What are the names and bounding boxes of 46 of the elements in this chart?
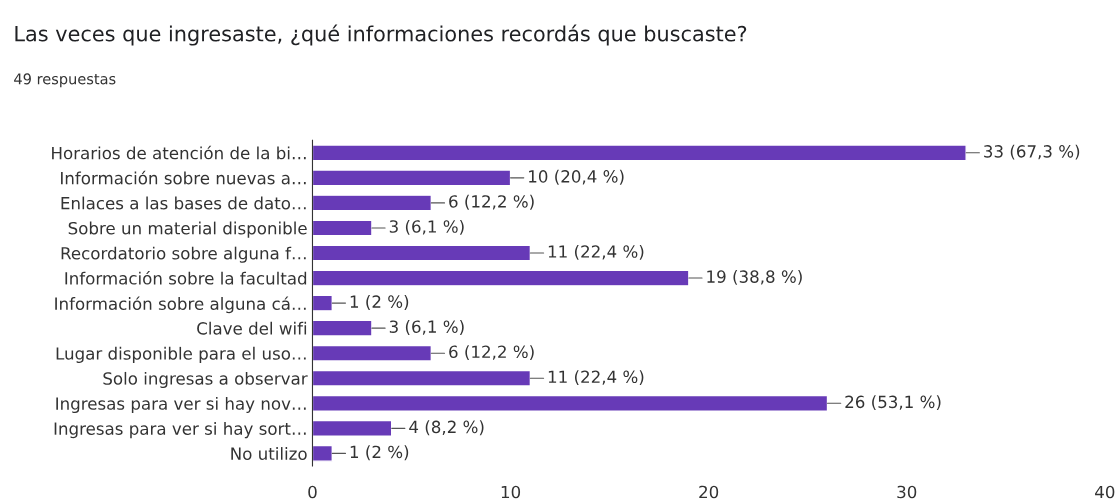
y-tick-label: No utilizo: [231, 447, 307, 460]
x-tick-label: 30: [897, 485, 917, 499]
data-label: 26 (53,1 %): [845, 395, 941, 411]
y-tick-label: Clave del wifi: [197, 321, 307, 335]
y-tick-label: Información sobre alguna cá…: [55, 296, 306, 314]
y-tick-label: Información sobre nuevas a…: [61, 170, 306, 185]
bar: [312, 194, 433, 212]
data-label: 6 (12,2 %): [449, 345, 534, 360]
bar: [312, 244, 532, 262]
bar: [312, 419, 393, 437]
y-tick-label: Ingresas para ver si hay sort…: [54, 422, 306, 439]
y-tick-label: Información sobre la facultad: [65, 271, 307, 285]
data-label: 10 (20,4 %): [529, 169, 624, 185]
bar: [312, 219, 373, 237]
bar: [312, 369, 532, 387]
bar: [312, 319, 373, 337]
data-label: 6 (12,2 %): [449, 194, 534, 210]
y-tick-label: Lugar disponible para el uso…: [56, 346, 306, 363]
data-label: 33 (67,3 %): [984, 144, 1080, 160]
y-tick-label: Ingresas para ver si hay nov…: [56, 396, 306, 414]
data-label: 3 (6,1 %): [389, 320, 464, 335]
chart-title: Las veces que ingresaste, ¿qué informaciones recordás que buscaste?: [15, 24, 747, 46]
bar: [312, 144, 967, 162]
bar: [312, 269, 690, 287]
data-label: 1 (2 %): [350, 445, 409, 461]
bar: [312, 169, 512, 187]
bar: [312, 294, 333, 312]
x-tick-label: 40: [1095, 485, 1115, 499]
data-label: 11 (22,4 %): [548, 370, 644, 386]
data-label: 19 (38,8 %): [707, 270, 802, 285]
y-tick-label: Sobre un material disponible: [68, 221, 307, 238]
x-tick-label: 20: [699, 485, 719, 499]
data-label: 11 (22,4 %): [548, 244, 644, 260]
bar: [312, 344, 433, 362]
text: 49 respuestas: [14, 73, 116, 88]
data-label: 1 (2 %): [350, 295, 409, 310]
y-tick-label: Enlaces a las bases de dato…: [61, 196, 306, 210]
x-tick-label: 10: [501, 485, 521, 499]
y-tick-label: Recordatorio sobre alguna f…: [61, 246, 306, 263]
x-tick-label: 0: [308, 485, 317, 499]
bar: [312, 444, 333, 462]
y-tick-label: Horarios de atención de la bi…: [52, 145, 306, 160]
data-label: 3 (6,1 %): [389, 219, 464, 235]
y-tick-label: Solo ingresas a observar: [103, 371, 308, 389]
bar: [312, 394, 829, 412]
data-label: 4 (8,2 %): [409, 420, 484, 436]
